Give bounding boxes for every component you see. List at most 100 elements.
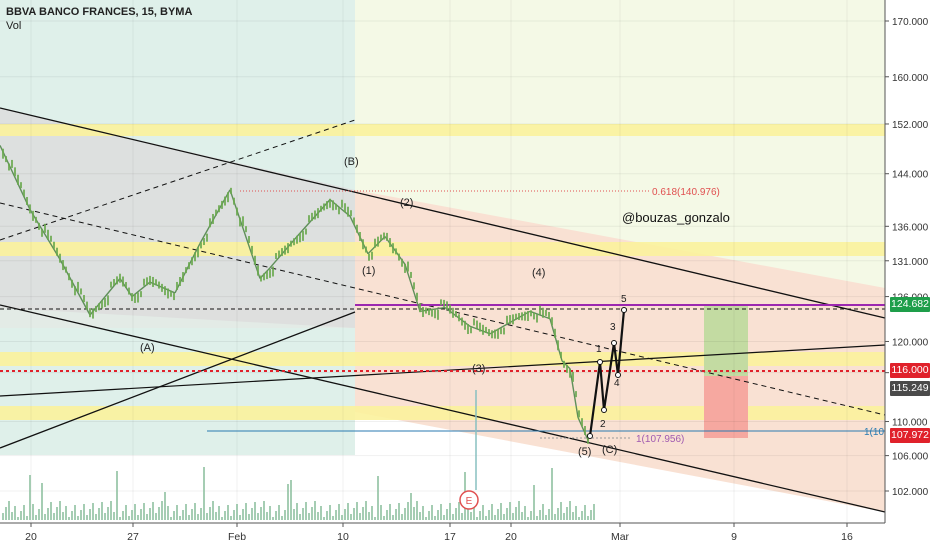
candle <box>227 192 229 203</box>
candle <box>137 292 139 303</box>
y-tick-label: 120.000 <box>892 337 929 348</box>
x-tick-label: 9 <box>731 531 737 543</box>
volume-bar <box>368 512 370 520</box>
y-tick-label: 106.000 <box>892 452 929 463</box>
volume-bar <box>263 501 265 520</box>
volume-bar <box>131 510 133 520</box>
volume-bar <box>164 492 166 520</box>
volume-bar <box>425 517 427 520</box>
candle <box>554 328 556 338</box>
price-series <box>0 145 589 444</box>
volume-bar <box>236 504 238 520</box>
price-segment <box>404 264 421 312</box>
candle <box>527 310 529 321</box>
volume-bar <box>452 514 454 520</box>
volume-bar <box>335 510 337 520</box>
volume-bar <box>65 506 67 520</box>
volume-bar <box>167 506 169 520</box>
volume-bar <box>221 517 223 520</box>
candle <box>482 324 484 335</box>
candle <box>275 253 277 260</box>
candle <box>143 278 145 286</box>
time-axis[interactable]: 20 27 Feb 10 17 20 Mar 9 16 <box>25 523 853 543</box>
candle <box>101 300 103 309</box>
candle <box>491 330 493 339</box>
volume-bar <box>95 514 97 520</box>
candle <box>98 303 100 311</box>
candle <box>53 241 55 249</box>
candle <box>314 210 316 220</box>
candle <box>557 340 559 351</box>
volume-bar <box>209 507 211 520</box>
candle <box>251 245 253 254</box>
candle <box>77 281 79 292</box>
volume-bar <box>305 502 307 520</box>
volume-bar <box>5 507 7 520</box>
volume-bar <box>257 513 259 520</box>
candle <box>167 288 169 299</box>
volume-bar <box>332 516 334 520</box>
candle <box>218 205 220 213</box>
volume-bar <box>554 514 556 520</box>
volume-bar <box>482 505 484 520</box>
volume-bar <box>26 516 28 520</box>
price-segment <box>367 236 386 255</box>
candle <box>233 197 235 205</box>
candle <box>125 282 127 289</box>
candle <box>563 360 565 368</box>
volume-bar <box>566 507 568 520</box>
volume-bar <box>101 502 103 520</box>
candle <box>263 273 265 281</box>
candle <box>548 312 550 320</box>
earnings-event-icon[interactable] <box>459 490 479 510</box>
volume-bar <box>386 510 388 520</box>
candle <box>290 240 292 247</box>
volume-bar <box>476 517 478 520</box>
wave-label: 4 <box>614 378 620 389</box>
volume-bar <box>293 509 295 520</box>
candle <box>524 311 526 321</box>
candle <box>194 252 196 262</box>
candle <box>566 364 568 373</box>
volume-bar <box>35 515 37 520</box>
candle <box>326 201 328 210</box>
candle <box>578 410 580 418</box>
wave-label: (5) <box>578 446 591 458</box>
wave-point <box>611 340 617 346</box>
wave-label: 3 <box>610 322 616 333</box>
candle <box>2 148 4 159</box>
volume-bar <box>113 512 115 520</box>
volume-bar <box>419 512 421 520</box>
wave-label: 2 <box>600 419 606 430</box>
x-tick-label: 20 <box>505 531 517 543</box>
candle <box>575 391 577 398</box>
volume-bar <box>353 508 355 520</box>
time-axis-background <box>0 523 885 550</box>
candle <box>476 320 478 329</box>
volume-bar <box>182 510 184 520</box>
volume-bar <box>134 504 136 520</box>
volume-bar <box>374 517 376 520</box>
volume-bar <box>116 471 118 520</box>
volume-bar <box>542 504 544 520</box>
candle <box>161 283 163 292</box>
candle <box>335 203 337 210</box>
candle <box>551 317 553 326</box>
volume-bar <box>380 505 382 520</box>
volume-bar <box>356 502 358 520</box>
volume-bar <box>509 502 511 520</box>
candle <box>239 217 241 227</box>
candle <box>173 293 175 301</box>
volume-bar <box>170 517 172 520</box>
candle <box>212 213 214 224</box>
volume-bar <box>320 506 322 520</box>
candle <box>71 279 73 288</box>
candle <box>401 258 403 267</box>
volume-bar <box>446 509 448 520</box>
volume-bar <box>338 504 340 520</box>
candle <box>215 209 217 216</box>
candle <box>347 206 349 217</box>
volume-bar <box>578 517 580 520</box>
